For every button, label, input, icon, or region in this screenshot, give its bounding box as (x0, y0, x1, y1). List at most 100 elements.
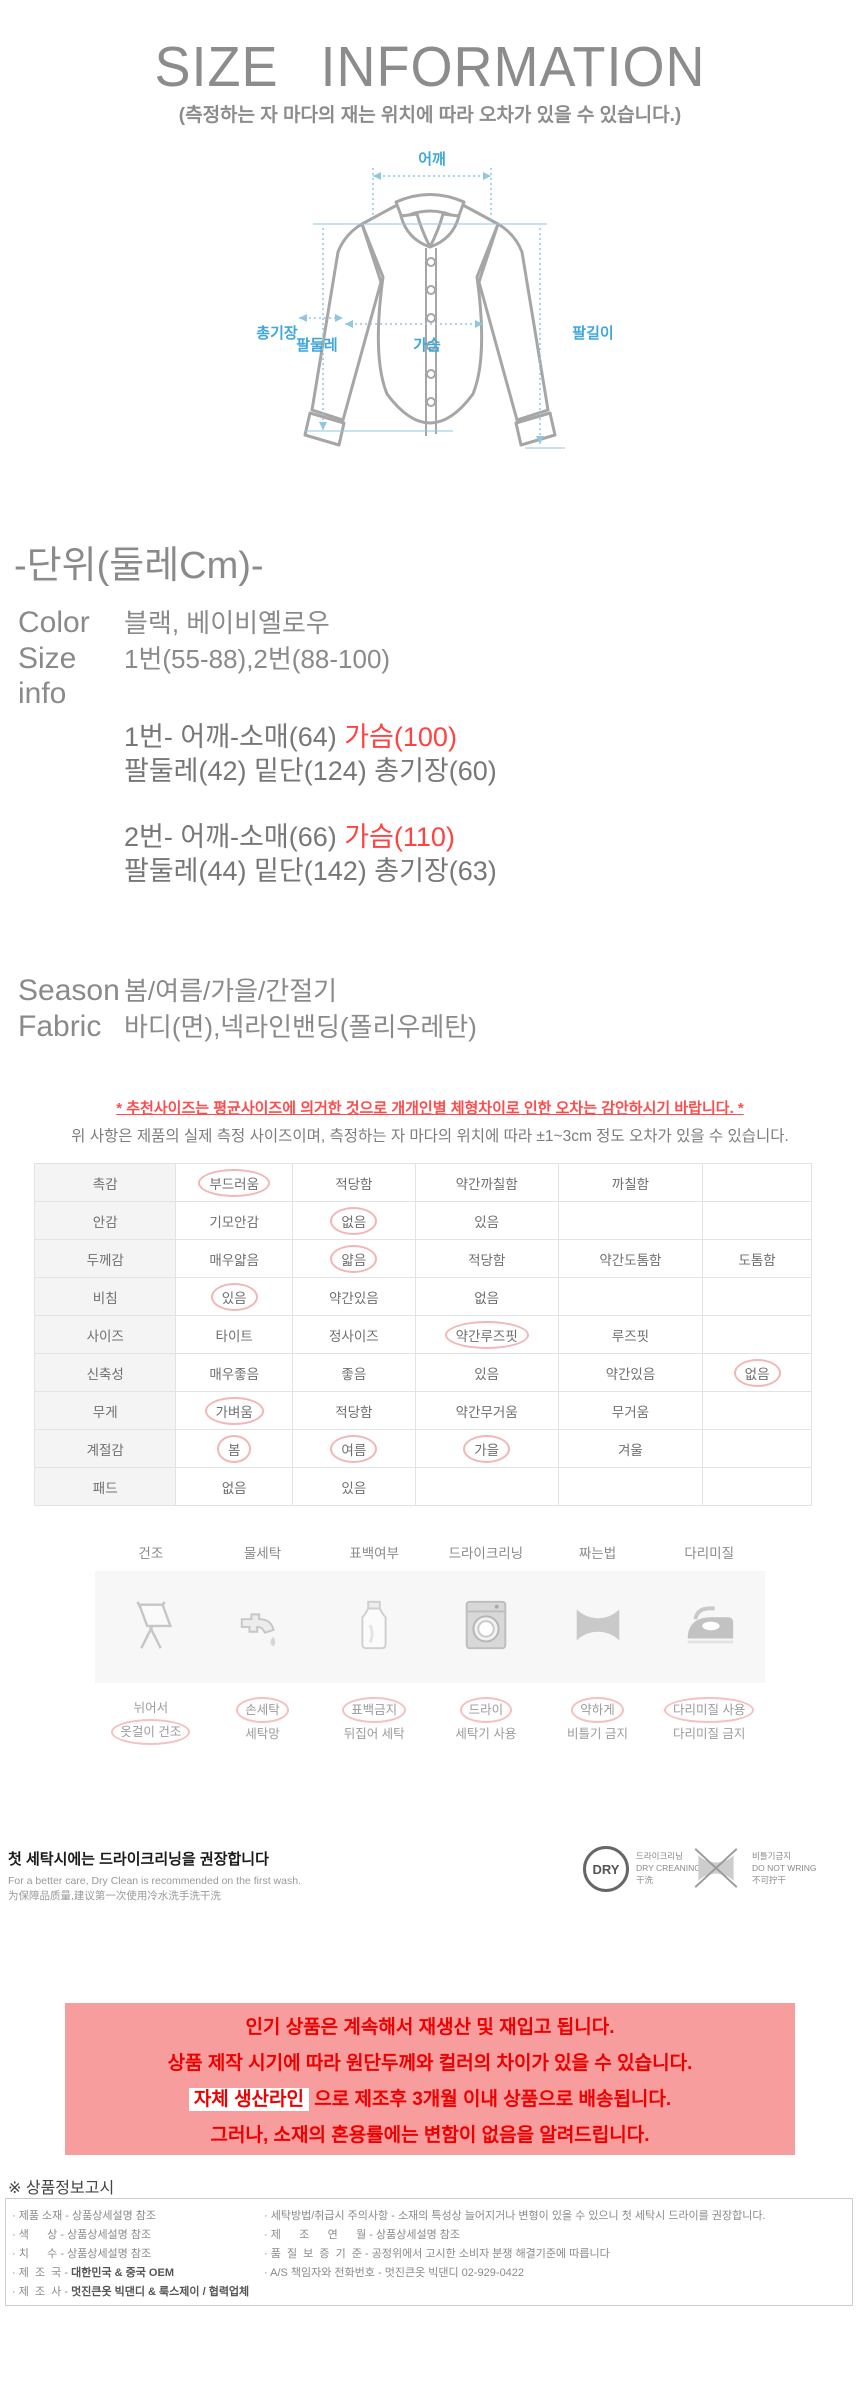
wring-icon (542, 1596, 654, 1659)
iron-icon (653, 1596, 765, 1659)
care-icon-strip (95, 1571, 765, 1683)
color-value: 블랙, 베이비옐로우 (124, 608, 330, 638)
info-value: 대한민국 & 중국 OEM (71, 2267, 174, 2279)
page-subtitle: (측정하는 자 마다의 재는 위치에 따라 오차가 있을 수 있습니다.) (178, 105, 682, 126)
option: 무거움 (611, 1404, 650, 1420)
care-option-selected: 손세탁 (236, 1697, 289, 1723)
care-option: 비틀기 금지 (567, 1727, 629, 1741)
table-cell (557, 1277, 704, 1316)
promo-line-4: 그러나, 소재의 혼용률에는 변함이 없음을 알려드립니다. (210, 2124, 650, 2146)
info-value: 상품상세설명 참조 (67, 2229, 152, 2241)
promo-line-2: 상품 제작 시기에 따라 원단두께와 컬러의 차이가 있을 수 있습니다. (167, 2052, 693, 2074)
info-value: 상품상세설명 참조 (72, 2210, 157, 2222)
circled-option: 봄 (216, 1434, 252, 1463)
care-header-bleach: 표백여부 (349, 1546, 400, 1561)
table-row: 패드 없음 있음 (33, 1467, 812, 1506)
care-instructions: 건조 물세탁 표백여부 드라이크리닝 짜는법 다리미질 (95, 1542, 765, 1745)
label-total-length: 총기장 (256, 324, 298, 342)
option: 있음 (474, 1214, 500, 1230)
table-cell: 여름 (291, 1429, 416, 1468)
size-info-value: 1번(55-88),2번(88-100) (124, 644, 391, 674)
table-cell: 부드러움 (175, 1163, 293, 1202)
wash-note-cn: 为保障品质量,建议第一次使用冷水洗手洗干洗 (8, 1890, 221, 1902)
info-line: · 세탁방법/취급시 주의사항 - 소재의 특성상 늘어지거나 변형이 있을 수… (264, 2207, 846, 2226)
promo-line-1: 인기 상품은 계속해서 재생산 및 재입고 됩니다. (245, 2016, 615, 2038)
promo-line-3-rest: 으로 제조후 3개월 이내 상품으로 배송됩니다. (309, 2088, 672, 2110)
circled-option: 부드러움 (198, 1168, 271, 1197)
size-2-chest: 가슴(110) (344, 822, 455, 852)
care-label-dry: 뉘어서 옷걸이 건조 (95, 1697, 207, 1745)
wash-note: 첫 세탁시에는 드라이크리닝을 권장합니다 For a better care,… (8, 1848, 301, 1904)
table-cell: 루즈핏 (557, 1315, 704, 1354)
info-value: 소재의 특성상 늘어지거나 변형이 있을 수 있으니 첫 세탁시 드라이를 권장… (397, 2210, 766, 2222)
table-cell: 약간있음 (291, 1277, 416, 1316)
shirt-body (360, 196, 500, 425)
table-cell (557, 1201, 704, 1240)
circled-option: 있음 (210, 1282, 258, 1311)
table-cell: 약간루즈핏 (414, 1315, 559, 1354)
right-sleeve (477, 222, 550, 422)
drying-rack-icon (95, 1596, 207, 1659)
option: 타이트 (215, 1328, 253, 1344)
label-chest: 가슴 (413, 337, 441, 354)
shirt-measurement-diagram: 어깨 팔둘레 가슴 총기장 팔길이 (195, 142, 665, 487)
option: 겨울 (618, 1442, 643, 1458)
option: 적당함 (468, 1252, 506, 1268)
table-cell: 가벼움 (175, 1391, 293, 1430)
table-cell: 까칠함 (557, 1163, 704, 1202)
info-label: · A/S 책임자와 전화번호 - (264, 2267, 385, 2279)
page-title: SIZE INFORMATION (154, 35, 706, 99)
size-2-block: 2번- 어깨-소매(66) 가슴(110) 팔둘레(44) 밑단(142) 총기… (124, 820, 497, 888)
care-option: 뒤집어 세탁 (343, 1727, 405, 1741)
circled-option: 약간루즈핏 (444, 1320, 529, 1349)
care-label-dry-cleaning: 드라이 세탁기 사용 (430, 1697, 542, 1745)
promo-chip: 자체 생산라인 (188, 2087, 309, 2111)
info-label: · 색 상 - (12, 2229, 68, 2241)
table-cell: 약간까칠함 (414, 1163, 559, 1202)
info-line: · 제 조 국 - 대한민국 & 중국 OEM (12, 2264, 264, 2283)
option: 도톰함 (738, 1252, 776, 1268)
circled-option: 없음 (733, 1358, 781, 1387)
table-cell: 타이트 (175, 1315, 293, 1354)
option: 약간있음 (605, 1366, 656, 1382)
table-cell: 매우좋음 (175, 1353, 293, 1392)
care-header-dry-cleaning: 드라이크리닝 (448, 1546, 524, 1561)
left-sleeve (310, 222, 383, 422)
info-line: · 색 상 - 상품상세설명 참조 (12, 2226, 264, 2245)
info-label: · 제 조 사 - (12, 2286, 72, 2298)
row-label: 촉감 (33, 1163, 177, 1202)
size-warning-gray: 위 사항은 제품의 실제 측정 사이즈이며, 측정하는 자 마다의 위치에 따라… (71, 1128, 789, 1145)
dry-caption-kr: 드라이크리닝 (636, 1851, 683, 1861)
dry-caption-en: DRY CREANING (636, 1863, 701, 1873)
circled-option: 얇음 (330, 1244, 378, 1273)
table-cell: 있음 (175, 1277, 293, 1316)
label-shoulder: 어깨 (418, 151, 446, 168)
circled-option: 가을 (463, 1434, 511, 1463)
table-cell: 가을 (414, 1429, 559, 1468)
option: 적당함 (335, 1404, 373, 1420)
option: 매우좋음 (209, 1366, 260, 1382)
info-value: 상품상세설명 참조 (67, 2248, 152, 2260)
option: 적당함 (335, 1176, 373, 1192)
dry-caption-cn: 干洗 (636, 1875, 654, 1885)
unit-heading: -단위(둘레Cm)- (14, 545, 264, 587)
season-value: 봄/여름/가을/간절기 (124, 976, 338, 1006)
wring-caption-cn: 不可拧干 (752, 1875, 787, 1885)
size-details: 1번- 어깨-소매(64) 가슴(100) 팔둘레(42) 밑단(124) 총기… (124, 720, 497, 920)
row-label: 패드 (33, 1467, 177, 1506)
info-label: · 치 수 - (12, 2248, 68, 2260)
size-1-block: 1번- 어깨-소매(64) 가슴(100) 팔둘레(42) 밑단(124) 총기… (124, 720, 497, 788)
care-option: 뉘어서 (133, 1701, 169, 1715)
table-row: 비침 있음 약간있음 없음 (33, 1277, 812, 1316)
product-info-heading: ※ 상품정보고시 (8, 2180, 115, 2197)
size-1-measurements: 1번- 어깨-소매(64) (124, 722, 345, 752)
wash-note-en: For a better care, Dry Clean is recommen… (8, 1875, 301, 1887)
info-label: · 제 조 연 월 - (264, 2229, 376, 2241)
promo-line-3: 자체 생산라인 으로 제조후 3개월 이내 상품으로 배송됩니다. (65, 2084, 795, 2111)
size-info-label: Size info (18, 642, 77, 710)
table-cell: 겨울 (557, 1429, 704, 1468)
table-cell (557, 1467, 704, 1506)
table-row: 신축성 매우좋음 좋음 있음 약간있음 없음 (33, 1353, 812, 1392)
season-fabric-spec: Season 봄/여름/가을/간절기 Fabric 바디(면),넥라인밴딩(폴리… (18, 973, 477, 1045)
table-cell: 있음 (291, 1467, 416, 1506)
